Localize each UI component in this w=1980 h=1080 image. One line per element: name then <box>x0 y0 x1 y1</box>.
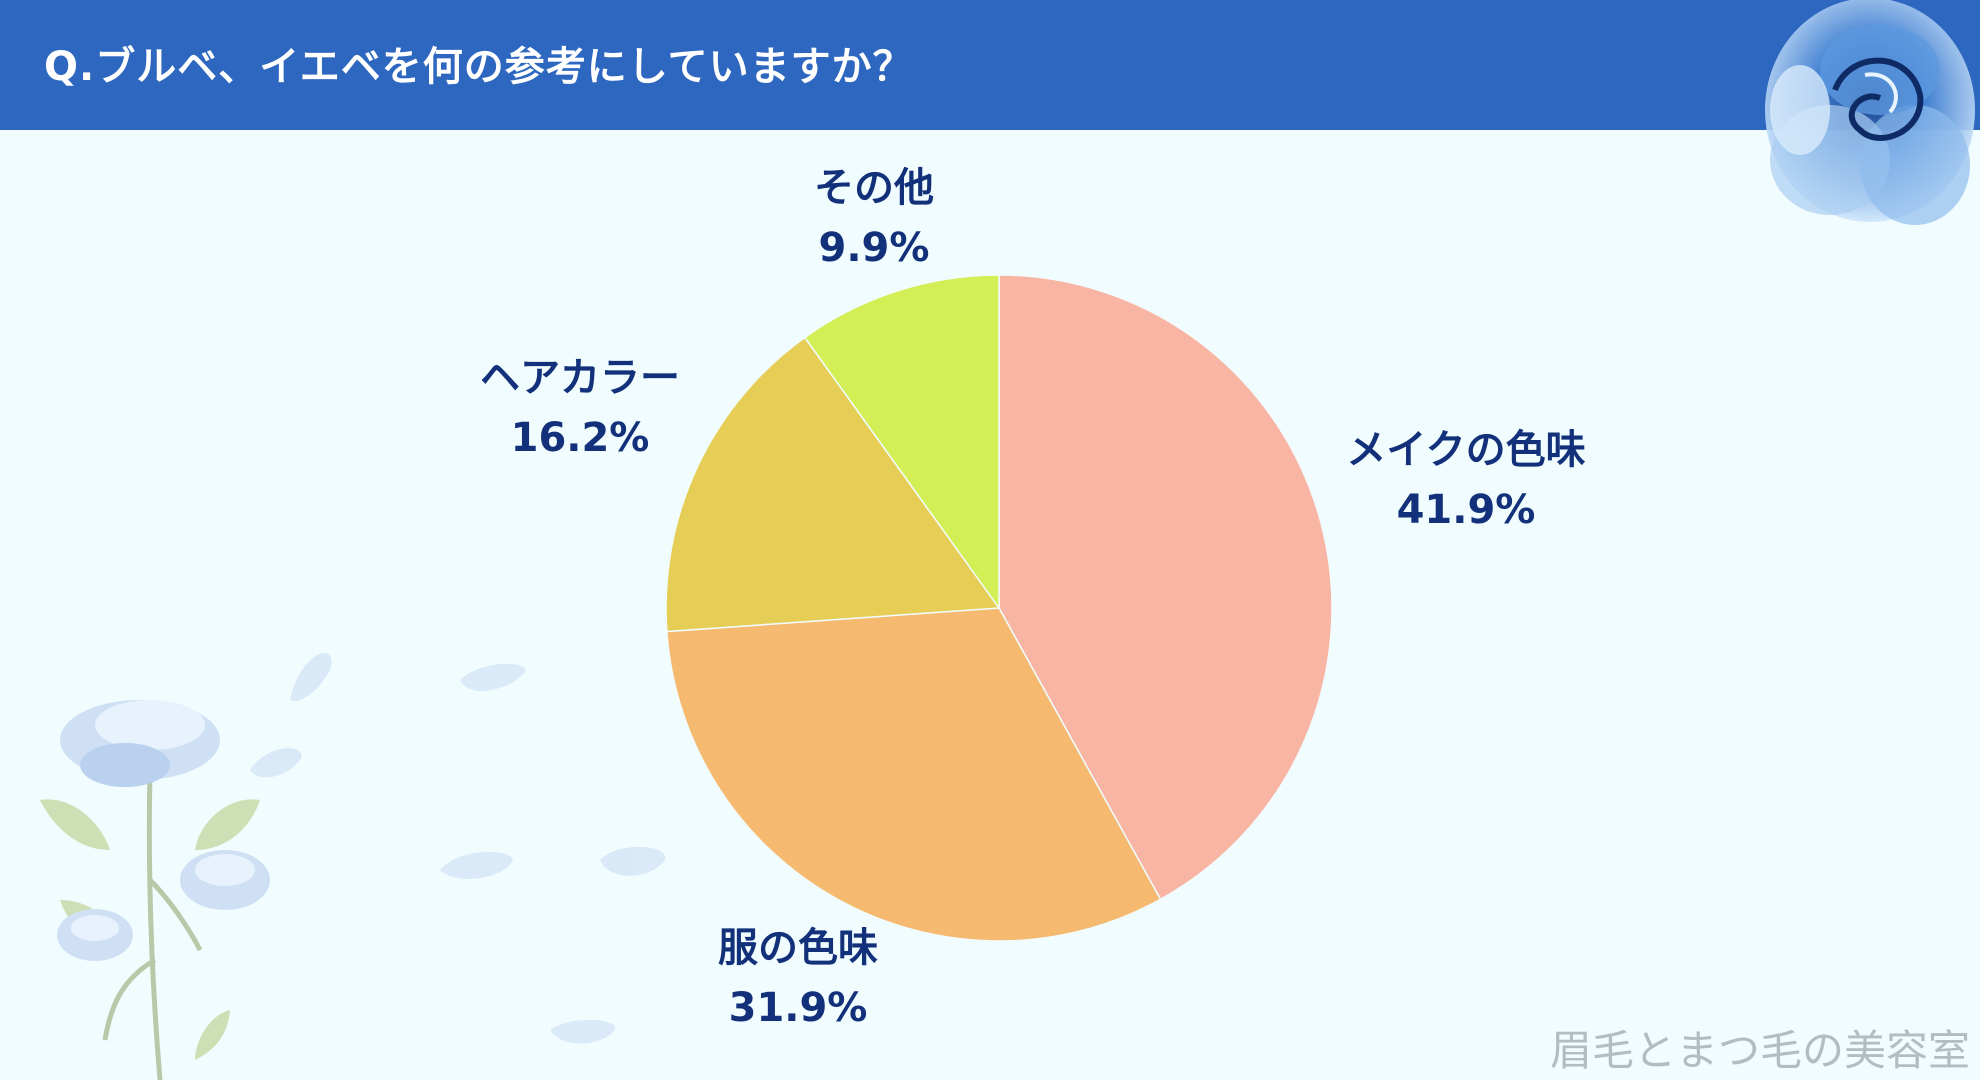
slice-label-haircolor: ヘアカラー 16.2% <box>480 348 680 468</box>
slice-percent: 31.9% <box>728 985 868 1031</box>
watermark: 眉毛とまつ毛の美容室 <box>1549 1026 1970 1075</box>
slice-label-clothes: 服の色味 31.9% <box>718 918 878 1038</box>
slice-haircolor <box>665 336 1001 633</box>
slice-label-makeup: メイクの色味 41.9% <box>1346 420 1585 540</box>
chart-title: Q.ブルベ、イエベを何の参考にしていますか？ <box>44 44 914 90</box>
slice-name: ヘアカラー <box>480 355 680 401</box>
slice-percent: 41.9% <box>1396 487 1536 533</box>
slice-clothes <box>666 607 1162 942</box>
slice-name: メイクの色味 <box>1346 427 1586 473</box>
slice-other <box>803 274 1000 611</box>
header-bar: Q.ブルベ、イエベを何の参考にしていますか？ <box>0 0 1980 130</box>
slice-percent: 16.2% <box>510 415 650 461</box>
blue-rose-icon <box>1765 0 1975 225</box>
slice-percent: 9.9% <box>818 225 930 271</box>
blue-rose-branch-icon <box>40 653 666 1080</box>
slice-name: 服の色味 <box>718 925 878 971</box>
slice-name: その他 <box>814 165 934 211</box>
slice-label-other: その他 9.9% <box>814 158 934 278</box>
slice-makeup <box>998 274 1333 901</box>
